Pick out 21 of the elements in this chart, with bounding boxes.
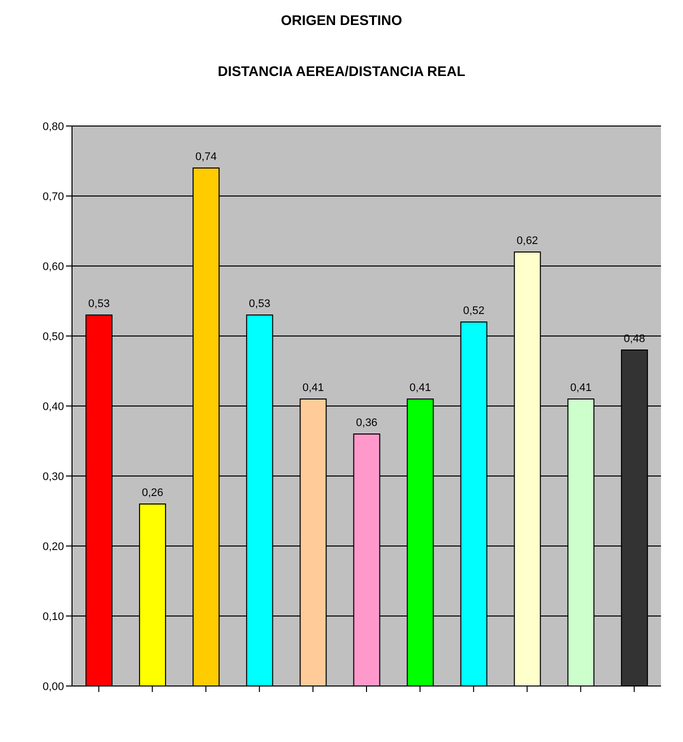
- data-label: 0,53: [248, 298, 270, 310]
- chart-title: ORIGEN DESTINO: [280, 11, 404, 30]
- y-tick-label: 0,70: [42, 190, 64, 203]
- data-label: 0,41: [410, 382, 431, 394]
- data-label: 0,52: [463, 305, 485, 317]
- data-label: 0,36: [356, 417, 378, 429]
- y-tick-label: 0,10: [42, 610, 64, 623]
- y-tick-label: 0,20: [42, 540, 64, 553]
- chart-subtitle: DISTANCIA AEREA/DISTANCIA REAL: [216, 62, 466, 81]
- data-label: 0,74: [195, 151, 217, 163]
- data-label: 0,41: [570, 382, 592, 394]
- y-tick-label: 0,40: [42, 400, 64, 413]
- y-tick-label: 0,00: [42, 680, 64, 693]
- y-tick-label: 0,50: [42, 330, 64, 343]
- y-tick-label: 0,30: [42, 470, 64, 483]
- data-label: 0,26: [142, 487, 164, 499]
- y-tick-label: 0,60: [42, 260, 64, 273]
- y-tick-label: 0,80: [42, 120, 64, 133]
- data-label: 0,53: [88, 298, 110, 310]
- data-label: 0,62: [516, 235, 538, 247]
- data-label: 0,41: [302, 382, 324, 394]
